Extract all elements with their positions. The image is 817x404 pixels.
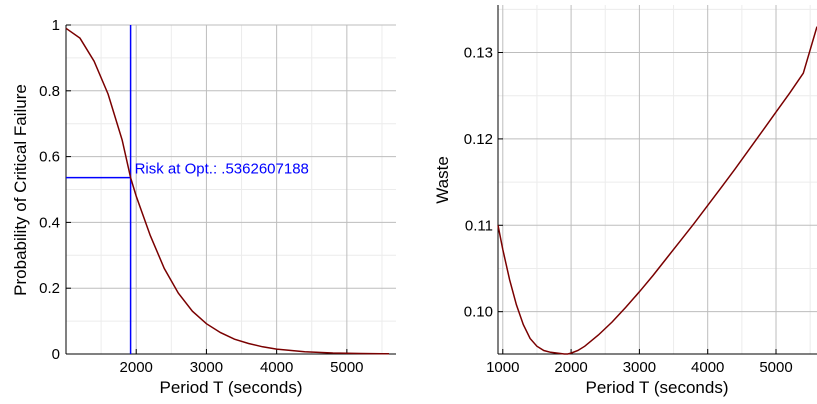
right-tick-labels: 1000 2000 3000 4000 5000 0.10 0.11 0.12 0.13 xyxy=(464,45,793,376)
right-axes xyxy=(497,5,817,355)
right-y-tick-label: 0.13 xyxy=(464,45,493,62)
left-axes xyxy=(65,24,396,355)
failure-probability-chart: 2000 3000 4000 5000 0 0.2 0.4 0.6 0.8 1 Risk at O… xyxy=(11,17,396,397)
right-x-axis-label: Period T (seconds) xyxy=(586,378,729,397)
right-x-tick-label: 4000 xyxy=(691,359,724,376)
left-x-tick-label: 3000 xyxy=(190,359,223,376)
left-series xyxy=(65,27,390,355)
left-y-tick-label: 1 xyxy=(52,17,60,34)
left-y-tick-label: 0.6 xyxy=(39,149,60,166)
left-x-tick-label: 5000 xyxy=(330,359,363,376)
left-y-tick-label: 0.2 xyxy=(39,280,60,297)
right-y-axis-label: Waste xyxy=(433,156,452,204)
right-x-tick-label: 2000 xyxy=(554,359,587,376)
right-series xyxy=(497,26,817,355)
left-minor-grid xyxy=(65,25,396,354)
left-y-axis-label: Probability of Critical Failure xyxy=(11,84,30,296)
right-minor-grid xyxy=(498,5,817,354)
left-x-tick-label: 2000 xyxy=(120,359,153,376)
optimum-risk-annotation: Risk at Opt.: .5362607188 xyxy=(135,161,309,178)
right-y-tick-label: 0.10 xyxy=(464,304,493,321)
right-y-tick-label: 0.12 xyxy=(464,131,493,148)
right-major-grid xyxy=(498,5,817,354)
right-series-line-0 xyxy=(497,26,817,355)
left-y-tick-label: 0.4 xyxy=(39,214,60,231)
left-y-tick-label: 0.8 xyxy=(39,83,60,100)
right-x-tick-label: 5000 xyxy=(759,359,792,376)
right-x-tick-label: 3000 xyxy=(623,359,656,376)
left-reference-lines xyxy=(66,25,132,354)
left-series-line-0 xyxy=(65,27,390,355)
right-x-tick-label: 1000 xyxy=(486,359,519,376)
left-x-axis-label: Period T (seconds) xyxy=(160,378,303,397)
left-y-tick-label: 0 xyxy=(52,346,60,363)
left-tick-labels: 2000 3000 4000 5000 0 0.2 0.4 0.6 0.8 1 xyxy=(39,17,363,376)
right-y-tick-label: 0.11 xyxy=(465,217,493,234)
left-x-tick-label: 4000 xyxy=(260,359,293,376)
left-major-grid xyxy=(66,24,396,355)
waste-chart: 1000 2000 3000 4000 5000 0.10 0.11 0.12 0.13 Per… xyxy=(433,5,817,397)
